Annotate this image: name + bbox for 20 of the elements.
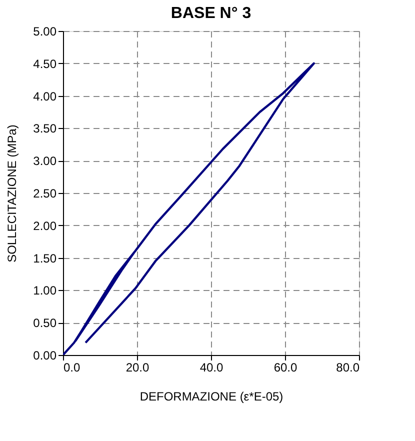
x-tick-label: 40.0 <box>200 360 224 374</box>
y-tick-label: 4.00 <box>33 89 57 104</box>
chart-title: BASE N° 3 <box>170 5 252 22</box>
y-tick-label: 2.00 <box>33 218 57 233</box>
x-tick-label: 60.0 <box>274 360 298 374</box>
y-axis-title: SOLLECITAZIONE (MPa) <box>5 124 20 262</box>
y-tick-label: 3.00 <box>33 154 57 168</box>
y-tick-label: 3.50 <box>33 122 57 136</box>
x-tick-label: 20.0 <box>126 360 150 374</box>
y-tick-label: 4.50 <box>33 56 57 71</box>
line-series <box>63 62 315 355</box>
x-tick-label: 80.0 <box>336 360 360 374</box>
y-tick-label: 2.50 <box>33 186 57 200</box>
y-tick-label: 0.50 <box>33 316 57 330</box>
y-tick-label: 1.00 <box>33 284 57 298</box>
x-axis-title: DEFORMAZIONE (ε*E-05) <box>140 390 284 404</box>
x-tick-label: 0.0 <box>64 360 81 374</box>
y-tick-label: 1.50 <box>33 251 57 266</box>
y-tick-label: 0.00 <box>33 348 57 362</box>
y-tick-label: 5.00 <box>33 24 57 38</box>
